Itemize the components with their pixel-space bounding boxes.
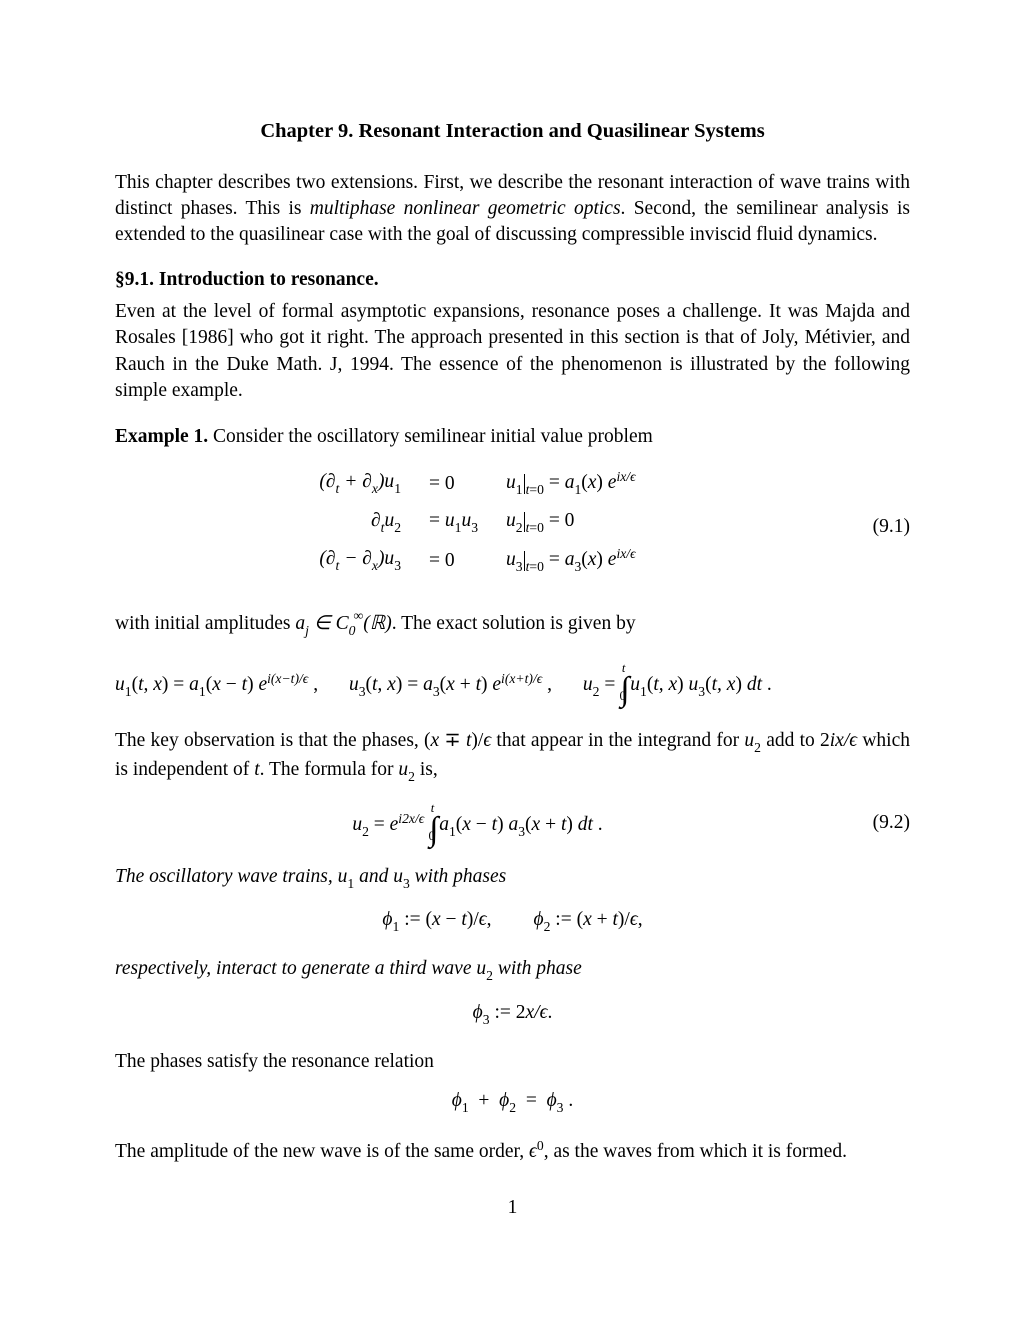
resp-a: respectively, interact to generate a thi… bbox=[115, 958, 486, 979]
resonance-relation-eq: ϕ1 + ϕ2 = ϕ3 . bbox=[115, 1088, 910, 1117]
example-1-lead: Example 1. Consider the oscillatory semi… bbox=[115, 424, 910, 450]
ampl-sup: 0 bbox=[537, 1138, 544, 1153]
respectively-line: respectively, interact to generate a thi… bbox=[115, 956, 910, 985]
example-text: Consider the oscillatory semilinear init… bbox=[208, 426, 653, 447]
equation-9-2-body: u2 = ei2x/ϵ ∫0t a1(x − t) a3(x + t) dt . bbox=[115, 800, 840, 845]
intro-paragraph: This chapter describes two extensions. F… bbox=[115, 170, 910, 249]
key-obs-u2: u bbox=[744, 730, 754, 751]
resp-b: with phase bbox=[493, 958, 582, 979]
eq91-row-3: (∂t − ∂x)u3 = 0 u3t=0 = a3(x) eix/ϵ bbox=[305, 541, 649, 580]
page-number: 1 bbox=[115, 1195, 910, 1221]
ampl-b: , as the waves from which it is formed. bbox=[544, 1141, 847, 1162]
example-label: Example 1. bbox=[115, 426, 208, 447]
eq91-row-2: ∂tu2 = u1u3 u2t=0 = 0 bbox=[305, 504, 649, 541]
chapter-title: Chapter 9. Resonant Interaction and Quas… bbox=[115, 118, 910, 146]
ampl-a: The amplitude of the new wave is of the … bbox=[115, 1141, 529, 1162]
solution-line: u1(t, x) = a1(x − t) ei(x−t)/ϵ , u3(t, x… bbox=[115, 660, 910, 705]
oscil-c: with phases bbox=[410, 866, 506, 887]
equation-9-2: u2 = ei2x/ϵ ∫0t a1(x − t) a3(x + t) dt .… bbox=[115, 800, 910, 845]
section-symbol: § bbox=[115, 269, 125, 290]
eq91-row-1: (∂t + ∂x)u1 = 0 u1t=0 = a1(x) eix/ϵ bbox=[305, 464, 649, 503]
resonance-relation-text: The phases satisfy the resonance relatio… bbox=[115, 1049, 910, 1075]
key-obs-a: The key observation is that the phases, … bbox=[115, 730, 744, 751]
after-91-b: . The exact solution is given by bbox=[392, 613, 636, 634]
oscil-b: and u bbox=[354, 866, 403, 887]
after-91-paragraph: with initial amplitudes aj ∈ C0∞(ℝ). The… bbox=[115, 607, 910, 640]
resonance-paragraph: Even at the level of formal asymptotic e… bbox=[115, 299, 910, 404]
page: Chapter 9. Resonant Interaction and Quas… bbox=[0, 0, 1020, 1320]
oscil-a: The oscillatory wave trains, u bbox=[115, 866, 347, 887]
after-91-math: aj ∈ C0∞(ℝ) bbox=[295, 613, 391, 634]
equation-9-1: (∂t + ∂x)u1 = 0 u1t=0 = a1(x) eix/ϵ ∂tu2… bbox=[115, 464, 910, 589]
section-number-title: 9.1. Introduction to resonance. bbox=[125, 269, 379, 290]
key-obs-c: is, bbox=[415, 759, 438, 780]
phase-phi3: ϕ3 := 2x/ϵ. bbox=[115, 1000, 910, 1029]
key-obs-paragraph: The key observation is that the phases, … bbox=[115, 728, 910, 787]
equation-9-1-body: (∂t + ∂x)u1 = 0 u1t=0 = a1(x) eix/ϵ ∂tu2… bbox=[115, 464, 840, 589]
intro-italic-term: multiphase nonlinear geometric optics bbox=[310, 198, 621, 219]
equation-9-2-number: (9.2) bbox=[840, 810, 910, 836]
phases-phi1-phi2: ϕ1 := (x − t)/ϵ,ϕ2 := (x + t)/ϵ, bbox=[115, 907, 910, 936]
after-91-a: with initial amplitudes bbox=[115, 613, 295, 634]
ampl-eps: ϵ bbox=[529, 1141, 537, 1162]
oscillatory-line: The oscillatory wave trains, u1 and u3 w… bbox=[115, 864, 910, 893]
section-heading: §9.1. Introduction to resonance. bbox=[115, 267, 910, 293]
equation-9-1-number: (9.1) bbox=[840, 514, 910, 540]
amplitude-paragraph: The amplitude of the new wave is of the … bbox=[115, 1137, 910, 1165]
